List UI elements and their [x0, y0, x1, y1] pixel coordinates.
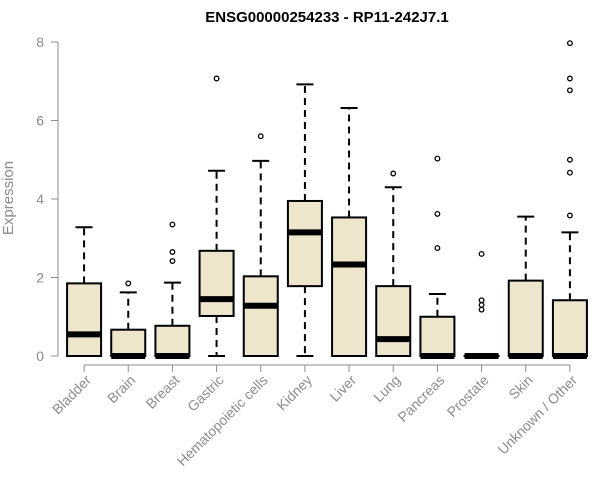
y-tick-label: 2	[36, 270, 44, 286]
outlier-point	[169, 249, 176, 255]
box-rect	[507, 279, 544, 358]
outlier-point	[478, 306, 485, 313]
box-lung	[375, 170, 412, 358]
chart-title: ENSG00000254233 - RP11-242J7.1	[205, 9, 449, 26]
box-pancreas	[419, 155, 456, 359]
outlier-point	[169, 221, 176, 228]
x-tick-label: Lung	[370, 372, 403, 405]
x-tick-label: Gastric	[184, 372, 227, 415]
outlier-point	[566, 40, 573, 47]
boxes-group	[66, 40, 588, 359]
box-breast	[154, 221, 191, 359]
y-tick-label: 4	[36, 191, 44, 207]
outlier-point	[566, 169, 573, 176]
outlier-point	[257, 133, 264, 140]
y-tick-label: 0	[36, 348, 44, 364]
outlier-point	[390, 170, 397, 177]
box-rect	[242, 275, 279, 358]
outlier-point	[169, 258, 176, 264]
box-liver	[331, 106, 368, 357]
x-tick-label: Breast	[143, 372, 183, 412]
x-tick-label: Brain	[104, 372, 138, 406]
outlier-point	[434, 210, 441, 217]
box-rect	[110, 328, 147, 358]
box-hematopoietic-cells	[242, 133, 279, 358]
outlier-point	[566, 87, 573, 94]
box-prostate	[463, 250, 500, 359]
box-rect	[66, 282, 103, 358]
outlier-point	[566, 156, 573, 163]
box-rect	[551, 299, 588, 358]
box-rect	[154, 324, 191, 357]
y-tick-label: 6	[36, 113, 44, 129]
y-tick-label: 8	[36, 34, 44, 50]
box-bladder	[66, 226, 103, 358]
x-tick-label: Kidney	[273, 372, 315, 414]
outlier-point	[478, 297, 485, 304]
box-rect	[198, 249, 235, 317]
box-unknown-other	[551, 40, 588, 359]
box-kidney	[286, 83, 323, 357]
box-gastric	[198, 75, 235, 357]
x-tick-label: Pancreas	[394, 372, 447, 425]
outlier-point	[478, 250, 485, 257]
outlier-point	[566, 212, 573, 219]
box-brain	[110, 280, 147, 359]
outlier-point	[566, 75, 573, 82]
outlier-point	[434, 245, 441, 252]
box-rect	[419, 315, 456, 357]
x-tick-label: Prostate	[444, 372, 492, 420]
y-axis-label: Expression	[0, 161, 17, 235]
x-tick-label: Skin	[505, 372, 536, 403]
box-rect	[331, 216, 368, 357]
x-tick-label: Liver	[326, 372, 359, 405]
box-skin	[507, 215, 544, 359]
outlier-point	[125, 280, 132, 287]
y-axis: 0 2 4 6 8	[36, 34, 59, 364]
x-tick-label: Unknown / Other	[494, 372, 580, 458]
box-rect	[286, 199, 323, 288]
x-tick-label: Bladder	[49, 372, 95, 418]
outlier-point	[434, 155, 441, 162]
outlier-point	[478, 302, 485, 308]
outlier-point	[213, 75, 220, 82]
box-rect	[375, 285, 412, 358]
